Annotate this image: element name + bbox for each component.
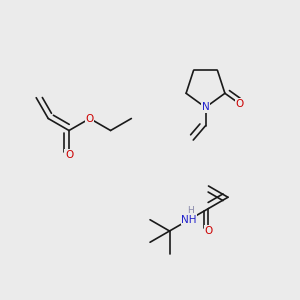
Text: NH: NH — [181, 215, 197, 225]
Text: O: O — [86, 113, 94, 124]
Text: H: H — [187, 206, 194, 215]
Text: O: O — [235, 98, 243, 109]
Text: O: O — [65, 149, 73, 160]
Text: O: O — [204, 226, 213, 236]
Text: N: N — [202, 102, 209, 112]
